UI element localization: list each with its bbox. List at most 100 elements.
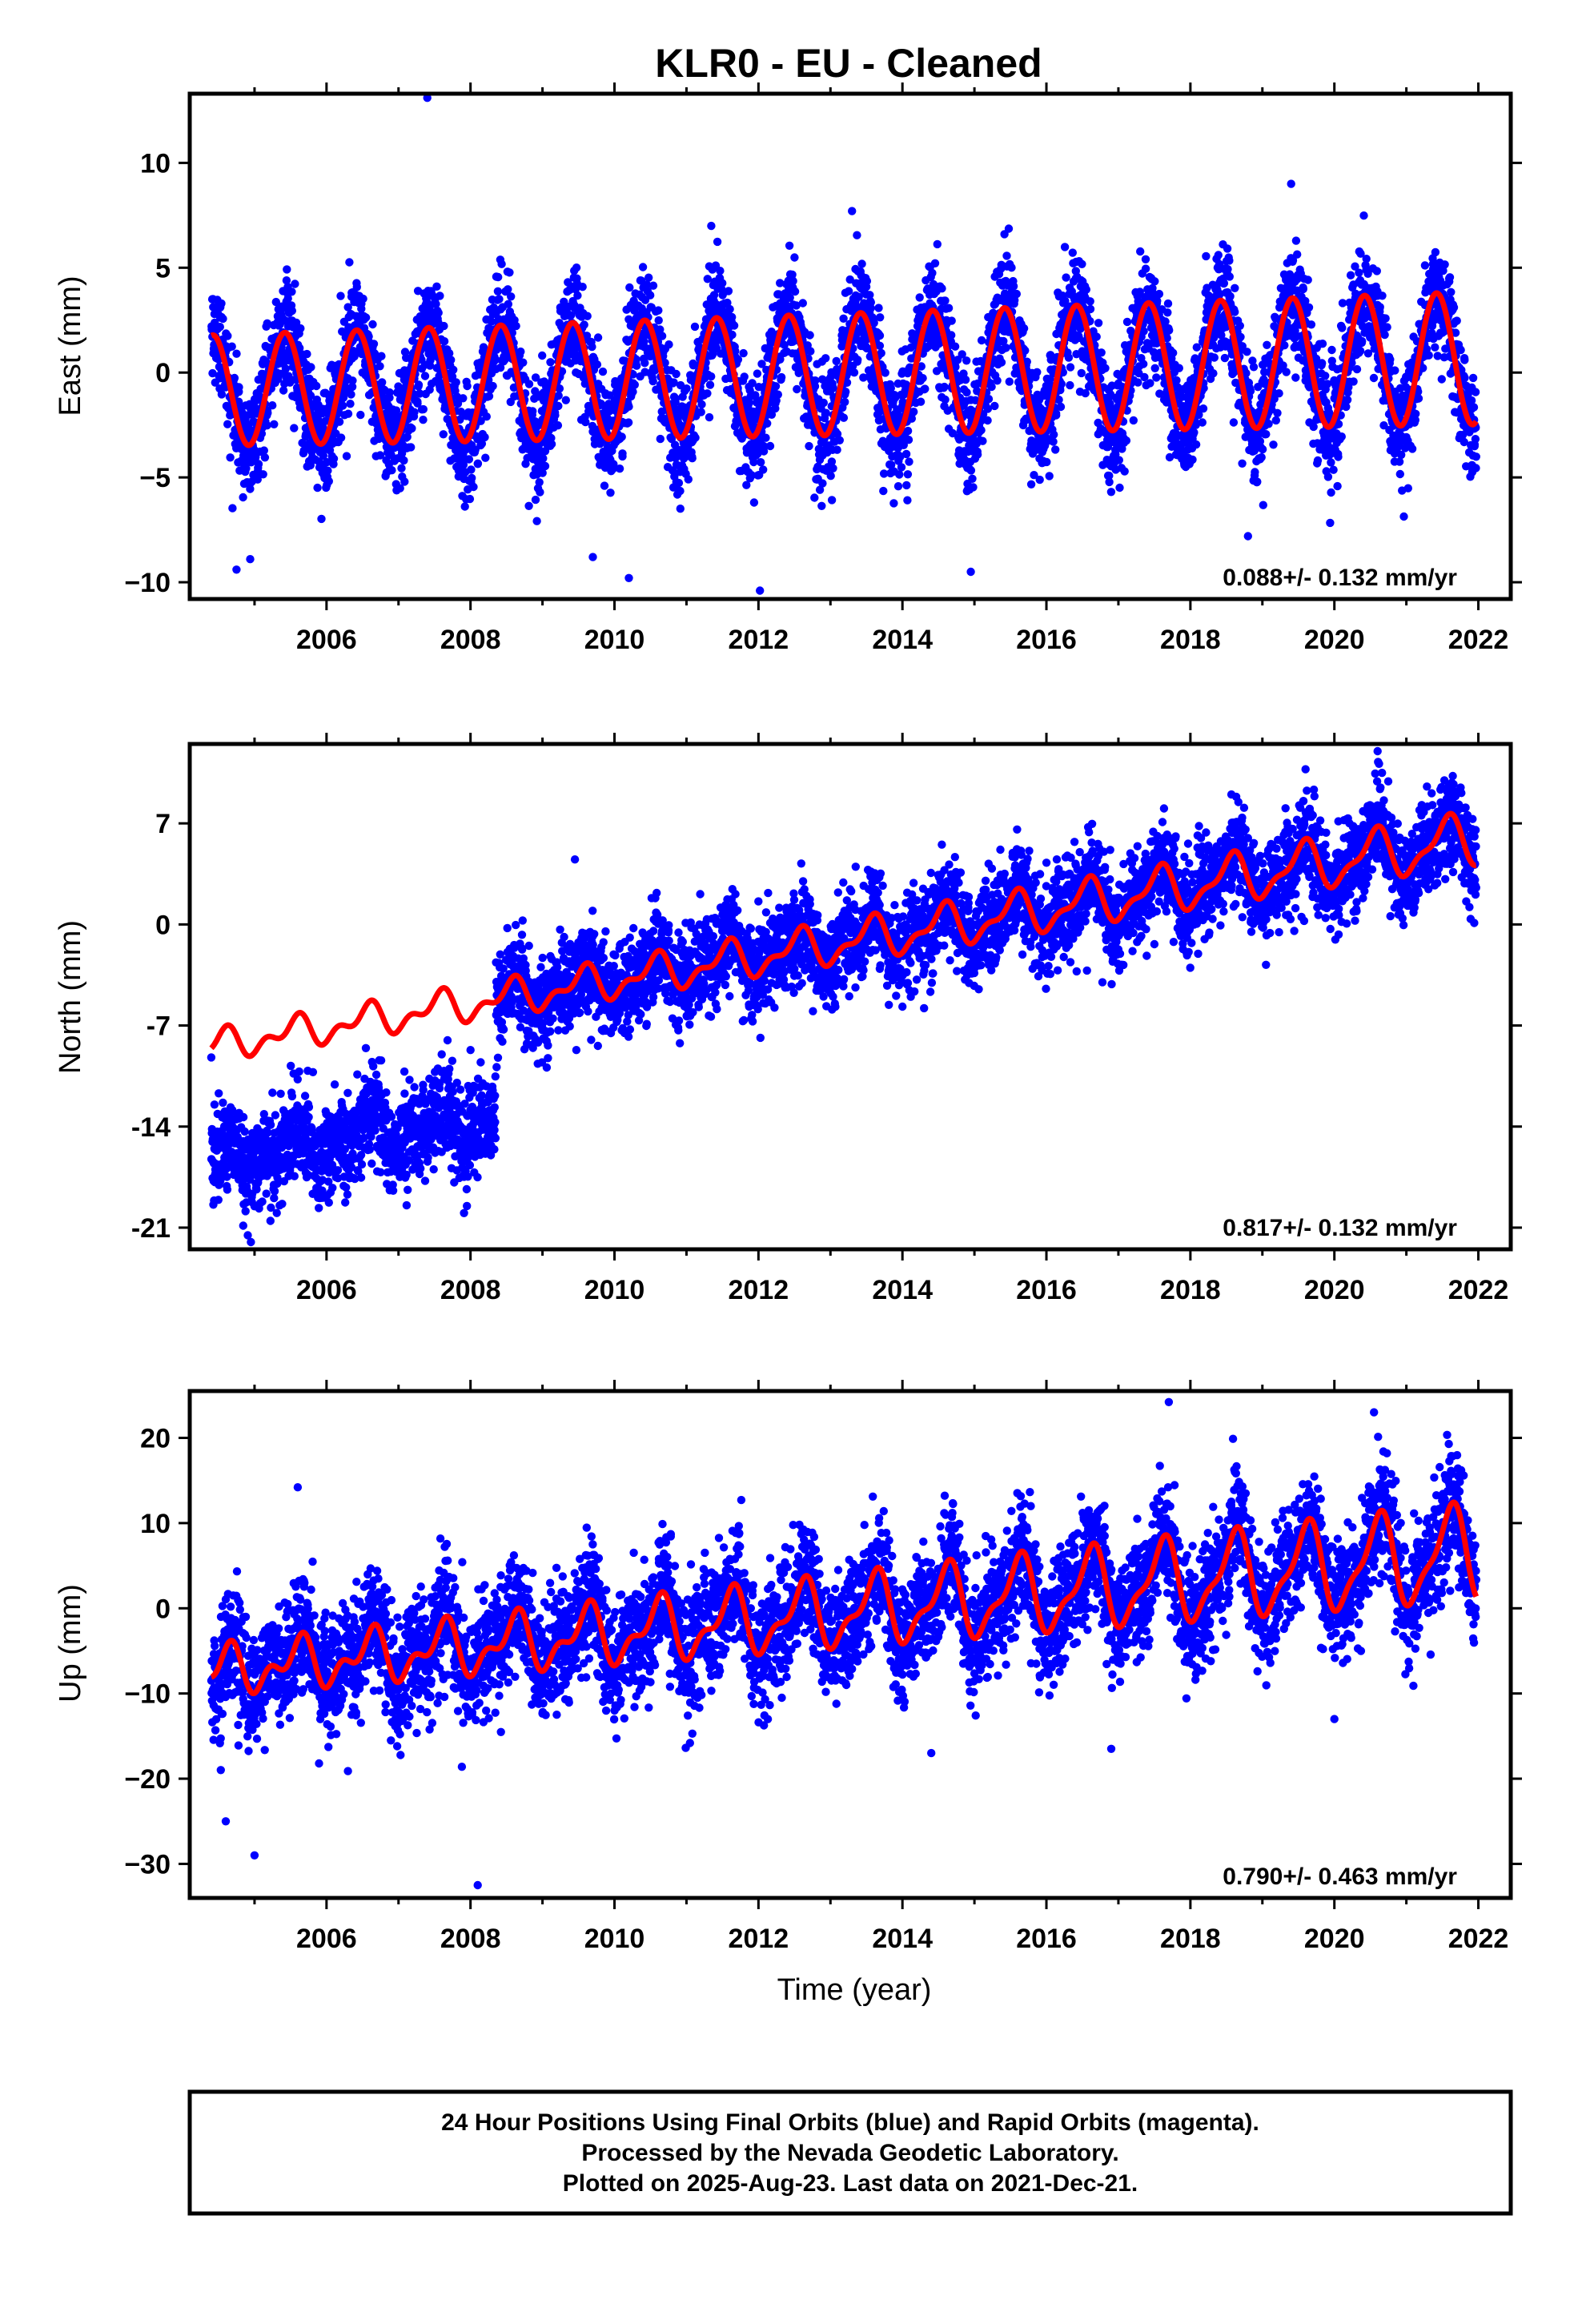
east-data-point: [676, 505, 685, 513]
east-data-point: [223, 420, 232, 428]
east-data-point: [1188, 455, 1197, 464]
east-data-point: [251, 452, 260, 462]
east-data-point: [853, 231, 861, 239]
east-data-point: [1122, 317, 1132, 327]
east-data-point: [879, 486, 888, 496]
east-data-point: [246, 485, 255, 493]
east-data-point: [561, 396, 570, 404]
east-data-point: [671, 394, 681, 403]
east-data-point: [259, 470, 267, 479]
east-data-point: [232, 349, 241, 358]
east-data-point: [866, 304, 876, 312]
east-data-point: [307, 363, 315, 372]
east-data-point: [1106, 488, 1116, 497]
east-data-point: [1150, 277, 1159, 286]
east-data-point: [1051, 445, 1060, 454]
east-data-point: [547, 440, 556, 448]
east-data-point: [519, 358, 528, 367]
east-data-point: [1114, 456, 1124, 464]
east-data-point: [905, 457, 913, 466]
east-data-point: [560, 297, 568, 306]
east-data-point: [869, 319, 878, 328]
east-data-point: [368, 320, 377, 329]
east-data-point: [909, 408, 918, 416]
east-data-point: [410, 408, 419, 416]
east-data-point: [962, 388, 971, 397]
east-data-point: [263, 421, 271, 430]
east-data-point: [759, 465, 768, 474]
east-data-point: [1094, 319, 1103, 328]
east-data-point: [648, 281, 658, 290]
east-data-point: [969, 483, 978, 492]
east-data-point: [654, 306, 663, 315]
east-data-point: [227, 342, 236, 351]
east-data-point: [208, 368, 217, 378]
east-data-point: [1243, 348, 1251, 356]
east-data-point: [504, 300, 512, 308]
east-data-point: [419, 416, 428, 424]
east-data-point: [958, 350, 966, 359]
east-data-point: [361, 313, 371, 322]
east-data-point: [1152, 373, 1161, 382]
east-data-point: [961, 376, 970, 384]
east-data-point: [555, 384, 564, 393]
east-data-point: [1282, 368, 1291, 376]
east-data-point: [983, 416, 992, 425]
east-data-point: [921, 384, 930, 393]
east-data-point: [707, 372, 716, 381]
east-data-point: [947, 331, 956, 340]
east-data-point: [1092, 332, 1101, 341]
east-data-point: [876, 313, 885, 322]
east-data-point: [879, 469, 889, 478]
east-data-point: [984, 395, 994, 404]
east-data-point: [396, 484, 404, 493]
east-data-point: [347, 382, 357, 392]
east-data-point: [950, 342, 960, 351]
east-data-point: [447, 356, 456, 364]
east-data-point: [785, 293, 794, 302]
east-data-point: [291, 279, 299, 288]
east-data-point: [605, 391, 614, 400]
east-data-point: [630, 380, 639, 389]
east-data-point: [829, 464, 837, 472]
east-data-point: [407, 443, 416, 452]
east-data-point: [1026, 480, 1036, 489]
east-data-point: [665, 340, 673, 349]
east-data-point: [1021, 346, 1030, 355]
east-data-point: [829, 384, 838, 392]
east-data-point: [928, 268, 937, 278]
east-data-point: [644, 273, 653, 282]
east-data-point: [1293, 250, 1302, 259]
east-data-point: [1134, 378, 1142, 387]
east-data-point: [767, 410, 777, 419]
east-data-point: [436, 292, 444, 300]
east-data-point: [1129, 416, 1138, 425]
east-data-point: [731, 347, 740, 356]
east-data-point: [1304, 303, 1314, 312]
east-data-point: [821, 354, 830, 363]
east-data-point: [567, 311, 576, 320]
east-data-point: [453, 399, 463, 408]
east-data-point: [592, 360, 602, 369]
east-data-point: [1202, 251, 1211, 261]
east-data-point: [697, 400, 706, 409]
east-data-point: [1191, 440, 1201, 449]
east-data-point: [826, 472, 835, 480]
east-data-point: [408, 424, 416, 433]
east-data-point: [941, 395, 950, 404]
east-data-point: [1163, 299, 1173, 308]
east-data-point: [497, 259, 506, 268]
east-data-point: [468, 473, 476, 483]
east-data-point: [962, 356, 971, 365]
east-data-point: [773, 390, 782, 399]
east-data-point: [1259, 501, 1268, 509]
east-data-point: [877, 348, 885, 358]
east-data-point: [1068, 248, 1078, 257]
east-data-point: [977, 426, 986, 435]
east-data-point: [728, 330, 737, 340]
east-data-point: [999, 336, 1008, 346]
east-data-point: [833, 445, 841, 454]
east-data-point: [445, 349, 454, 358]
east-data-point: [1271, 416, 1281, 425]
